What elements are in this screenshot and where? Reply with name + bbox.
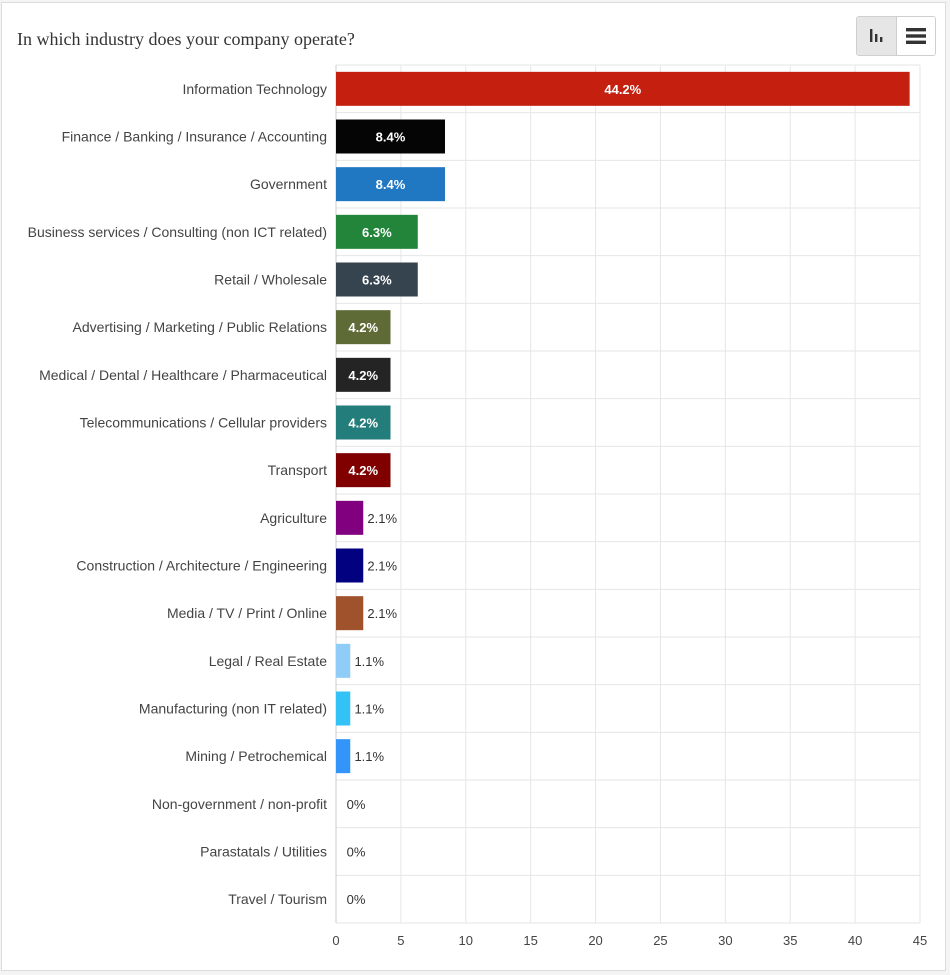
bar — [336, 119, 446, 154]
x-tick-label: 5 — [397, 933, 404, 948]
data-label: 8.4% — [376, 130, 406, 145]
chart-view-button[interactable] — [857, 17, 897, 55]
bar-chart-icon — [870, 29, 883, 42]
category-label: Non-government / non-profit — [152, 796, 327, 812]
x-tick-label: 35 — [783, 933, 797, 948]
data-label: 0% — [347, 892, 366, 907]
data-label: 0% — [347, 845, 366, 860]
category-label: Manufacturing (non IT related) — [139, 701, 327, 717]
bar — [336, 71, 910, 106]
category-label: Agriculture — [260, 510, 327, 526]
data-label: 2.1% — [367, 606, 397, 621]
data-label: 2.1% — [367, 511, 397, 526]
bar — [336, 310, 391, 345]
data-label: 6.3% — [362, 273, 392, 288]
data-label: 44.2% — [604, 82, 641, 97]
data-label: 1.1% — [354, 749, 384, 764]
bar — [336, 262, 418, 297]
category-label: Medical / Dental / Healthcare / Pharmace… — [39, 367, 327, 383]
category-label: Media / TV / Print / Online — [167, 605, 327, 621]
category-label: Business services / Consulting (non ICT … — [28, 224, 327, 240]
category-label: Telecommunications / Cellular providers — [80, 415, 327, 431]
category-label: Construction / Architecture / Engineerin… — [76, 558, 327, 574]
data-label: 0% — [347, 797, 366, 812]
view-toggle — [856, 16, 936, 56]
category-label: Parastatals / Utilities — [200, 844, 327, 860]
category-label: Travel / Tourism — [228, 891, 327, 907]
bar — [336, 500, 364, 535]
x-tick-label: 30 — [718, 933, 732, 948]
data-label: 4.2% — [348, 368, 378, 383]
category-label: Information Technology — [183, 81, 328, 97]
x-tick-label: 15 — [523, 933, 537, 948]
category-label: Transport — [268, 462, 328, 478]
category-label: Finance / Banking / Insurance / Accounti… — [62, 129, 327, 145]
category-label: Mining / Petrochemical — [185, 748, 327, 764]
category-label: Advertising / Marketing / Public Relatio… — [73, 319, 327, 335]
x-tick-label: 20 — [588, 933, 602, 948]
data-label: 1.1% — [354, 654, 384, 669]
bar — [336, 643, 351, 678]
data-label: 2.1% — [367, 559, 397, 574]
bar — [336, 739, 351, 774]
data-label: 4.2% — [348, 320, 378, 335]
table-view-button[interactable] — [896, 17, 935, 55]
bar — [336, 357, 391, 392]
x-tick-label: 10 — [459, 933, 473, 948]
bar — [336, 691, 351, 726]
category-label: Legal / Real Estate — [209, 653, 328, 669]
data-label: 1.1% — [354, 702, 384, 717]
bar — [336, 596, 364, 631]
category-label: Retail / Wholesale — [214, 272, 327, 288]
data-label: 8.4% — [376, 177, 406, 192]
bar — [336, 405, 391, 440]
list-icon — [905, 28, 926, 44]
x-tick-label: 25 — [653, 933, 667, 948]
bar — [336, 548, 364, 583]
x-tick-label: 45 — [913, 933, 927, 948]
data-label: 4.2% — [348, 416, 378, 431]
bar — [336, 167, 446, 202]
x-tick-label: 0 — [332, 933, 339, 948]
bar — [336, 453, 391, 488]
bar — [336, 214, 418, 249]
data-label: 6.3% — [362, 225, 392, 240]
chart-title: In which industry does your company oper… — [17, 29, 355, 49]
x-tick-label: 40 — [848, 933, 862, 948]
data-label: 4.2% — [348, 463, 378, 478]
category-label: Government — [250, 176, 327, 192]
